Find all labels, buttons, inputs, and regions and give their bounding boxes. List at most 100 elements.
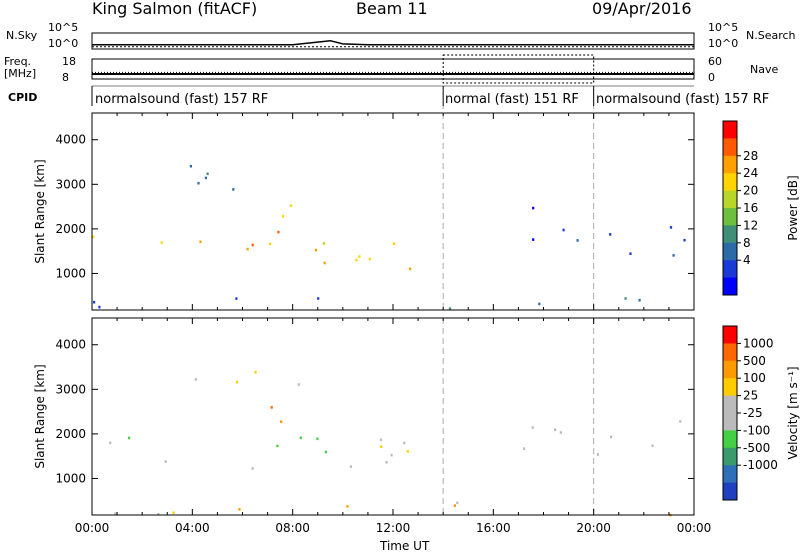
power-ytick-label: 2000 bbox=[55, 222, 86, 236]
velocity-ytick-label: 4000 bbox=[55, 338, 86, 352]
power-cell bbox=[92, 235, 95, 239]
power-cell bbox=[638, 298, 641, 302]
velocity-cell bbox=[523, 447, 526, 450]
velocity-colorbar-swatch bbox=[723, 360, 737, 379]
velocity-cell bbox=[380, 445, 383, 448]
x-tick-label: 20:00 bbox=[576, 521, 611, 535]
power-colorbar-swatch bbox=[723, 260, 737, 279]
power-colorbar-swatch bbox=[723, 277, 737, 296]
x-tick-label: 00:00 bbox=[677, 521, 712, 535]
velocity-cell bbox=[194, 378, 197, 381]
power-colorbar-label: 20 bbox=[743, 184, 758, 198]
x-tick-label: 00:00 bbox=[75, 521, 110, 535]
velocity-colorbar-swatch bbox=[723, 326, 737, 344]
nsky-tick-top: 10^5 bbox=[48, 21, 79, 34]
velocity-cell bbox=[238, 508, 241, 511]
power-cell bbox=[93, 300, 96, 304]
velocity-colorbar-swatch bbox=[723, 378, 737, 397]
cpid-segment-2: normal (fast) 151 RF bbox=[445, 92, 579, 107]
x-tick-label: 04:00 bbox=[175, 521, 210, 535]
velocity-colorbar-label: -1000 bbox=[743, 458, 778, 472]
power-cell bbox=[672, 254, 675, 257]
velocity-colorbar-swatch bbox=[723, 447, 737, 466]
date-label: 09/Apr/2016 bbox=[592, 0, 692, 18]
velocity-cell bbox=[346, 505, 349, 508]
power-cell bbox=[269, 242, 272, 246]
cpid-segment-1: normalsound (fast) 157 RF bbox=[95, 92, 269, 107]
nsearch-tick-top: 10^5 bbox=[708, 21, 739, 34]
freq-unit: [MHz] bbox=[4, 67, 37, 80]
power-colorbar-swatch bbox=[723, 138, 737, 157]
velocity-colorbar-swatch bbox=[723, 430, 737, 449]
velocity-cell bbox=[297, 383, 300, 386]
power-cell bbox=[232, 188, 235, 191]
power-cell bbox=[683, 238, 686, 242]
x-tick-label: 12:00 bbox=[376, 521, 411, 535]
velocity-colorbar-label: -500 bbox=[743, 441, 770, 455]
power-cell bbox=[189, 164, 192, 168]
power-cell bbox=[277, 230, 280, 234]
velocity-colorbar-label: 500 bbox=[743, 354, 766, 368]
velocity-colorbar-label: -100 bbox=[743, 423, 770, 437]
velocity-colorbar-label: 1000 bbox=[743, 336, 774, 350]
velocity-cell bbox=[453, 504, 456, 507]
velocity-ytick-label: 3000 bbox=[55, 382, 86, 396]
velocity-cell bbox=[235, 380, 239, 384]
velocity-colorbar-swatch bbox=[723, 465, 737, 484]
velocity-cell bbox=[559, 431, 562, 434]
velocity-cell bbox=[172, 511, 175, 514]
power-colorbar-label: 8 bbox=[743, 236, 751, 250]
power-cell bbox=[532, 206, 535, 210]
velocity-cell bbox=[251, 467, 254, 470]
velocity-heatmap-cells bbox=[109, 371, 682, 517]
power-colorbar-swatch bbox=[723, 155, 737, 174]
velocity-cell bbox=[324, 450, 327, 454]
velocity-cell bbox=[554, 428, 557, 431]
power-cell bbox=[322, 242, 325, 245]
power-cell bbox=[669, 226, 673, 229]
velocity-cell bbox=[531, 426, 534, 429]
power-colorbar-label: 24 bbox=[743, 166, 758, 180]
velocity-cell bbox=[128, 436, 131, 440]
power-colorbar-swatch bbox=[723, 208, 737, 226]
power-cell bbox=[358, 255, 361, 258]
power-cell bbox=[317, 297, 320, 300]
power-panel-frame bbox=[91, 112, 695, 311]
velocity-cell bbox=[270, 406, 273, 409]
velocity-cell bbox=[380, 438, 383, 442]
power-cell bbox=[355, 258, 358, 262]
velocity-colorbar-label: 100 bbox=[743, 371, 766, 385]
power-cell bbox=[98, 305, 101, 309]
velocity-ytick-label: 2000 bbox=[55, 427, 86, 441]
power-ytick-label: 1000 bbox=[55, 266, 86, 280]
velocity-cell bbox=[349, 465, 352, 468]
power-cell bbox=[368, 257, 371, 261]
x-axis-title: Time UT bbox=[380, 539, 430, 553]
velocity-cell bbox=[679, 420, 682, 423]
station-title: King Salmon (fitACF) bbox=[92, 0, 258, 18]
nsearch-label: N.Search bbox=[746, 29, 796, 42]
power-cell bbox=[538, 302, 541, 306]
power-colorbar-swatch bbox=[723, 173, 737, 192]
beam-label: Beam 11 bbox=[356, 0, 428, 18]
freq-tick-top: 18 bbox=[62, 55, 76, 68]
power-heatmap-cells bbox=[92, 164, 686, 310]
power-cell bbox=[235, 297, 238, 300]
nave-tick-top: 60 bbox=[708, 55, 722, 68]
velocity-cell bbox=[390, 453, 393, 457]
power-cell bbox=[251, 243, 254, 247]
velocity-colorbar-swatch bbox=[723, 395, 737, 414]
power-cell bbox=[160, 241, 163, 244]
power-colorbar-swatch bbox=[723, 121, 737, 139]
power-cell bbox=[315, 248, 318, 252]
power-ytick-label: 4000 bbox=[55, 133, 86, 147]
cpid-segment-3: normalsound (fast) 157 RF bbox=[596, 92, 770, 107]
power-cell bbox=[197, 181, 200, 185]
velocity-colorbar-title: Velocity [m s⁻¹] bbox=[786, 366, 800, 459]
power-cell bbox=[246, 247, 249, 251]
x-tick-label: 08:00 bbox=[275, 521, 310, 535]
power-colorbar-label: 4 bbox=[743, 253, 751, 267]
power-cell bbox=[576, 239, 579, 242]
noise-panel-frame bbox=[91, 32, 695, 50]
